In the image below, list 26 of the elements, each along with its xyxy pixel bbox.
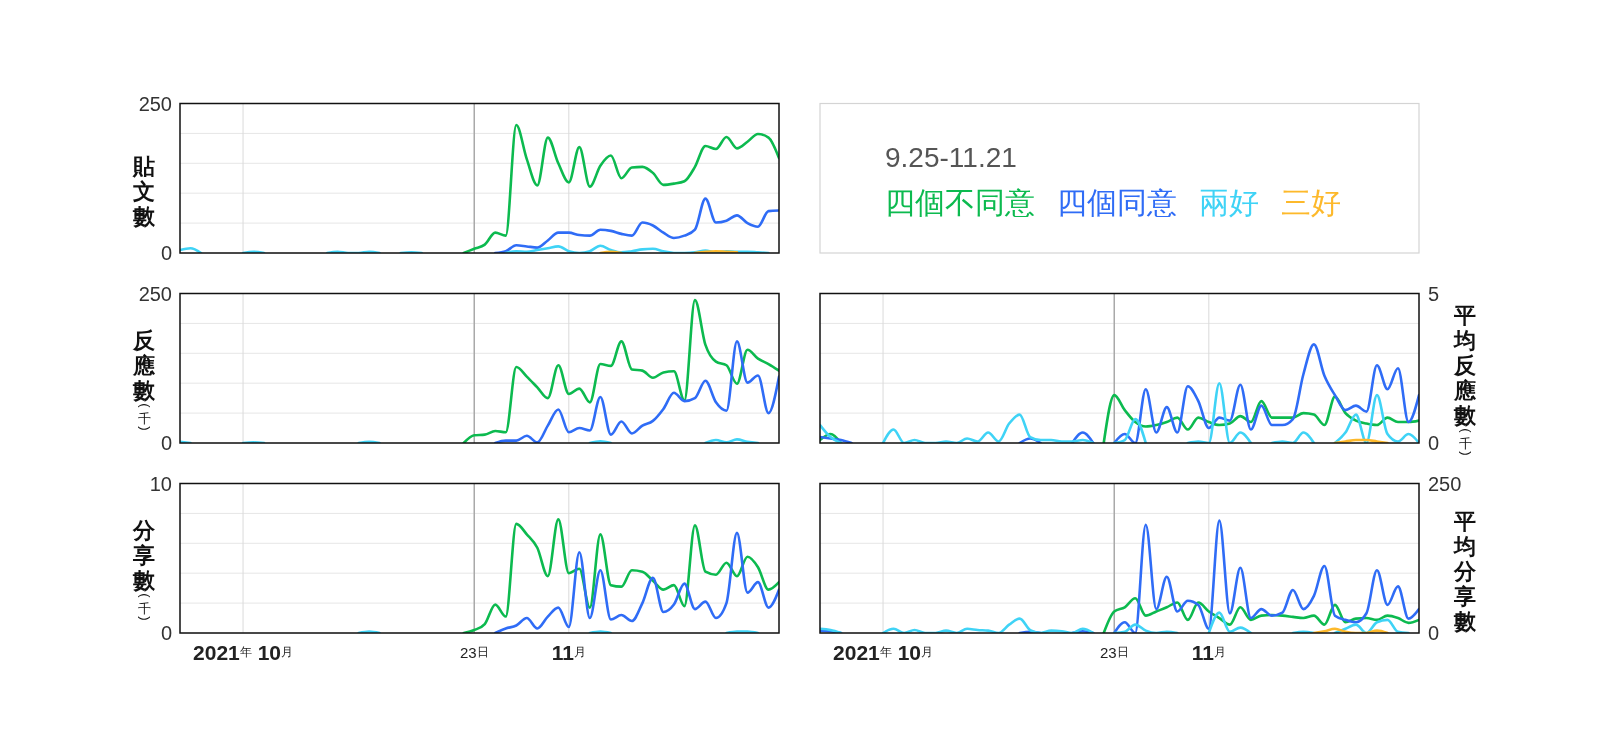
x-tick-label: 2021年 10月: [193, 640, 294, 664]
x-tick-label: 2021年 10月: [833, 640, 934, 664]
text: 三好: [1281, 185, 1341, 219]
y-tick-label: 10: [149, 472, 172, 495]
y-tick-label: 5: [1428, 282, 1440, 305]
y-axis-title: 平均分享數: [1453, 508, 1477, 634]
x-tick-label: 23日: [459, 643, 489, 661]
y-tick-label: 250: [1428, 472, 1462, 495]
y-tick-label: 0: [160, 242, 172, 264]
y-tick-label: 0: [1428, 622, 1440, 644]
y-axis-title: 貼文數: [132, 153, 156, 229]
y-tick-label: 250: [138, 282, 172, 305]
y-axis-title: 平均反應數(千): [1453, 303, 1477, 456]
x-tick-label: 11月: [1191, 640, 1226, 664]
y-tick-label: 250: [138, 92, 172, 115]
legend-title: 9.25-11.21: [885, 141, 1017, 173]
y-axis-title: 反應數(千): [132, 328, 156, 431]
x-tick-label: 23日: [1099, 643, 1129, 661]
x-tick-label: 11月: [551, 640, 586, 664]
y-tick-label: 0: [160, 622, 172, 644]
text: 四個同意: [1057, 185, 1177, 219]
y-tick-label: 0: [160, 432, 172, 454]
y-axis-title: 分享數(千): [132, 518, 156, 621]
y-tick-label: 0: [1428, 432, 1440, 454]
text: 四個不同意: [885, 185, 1035, 219]
text: 兩好: [1199, 185, 1259, 219]
